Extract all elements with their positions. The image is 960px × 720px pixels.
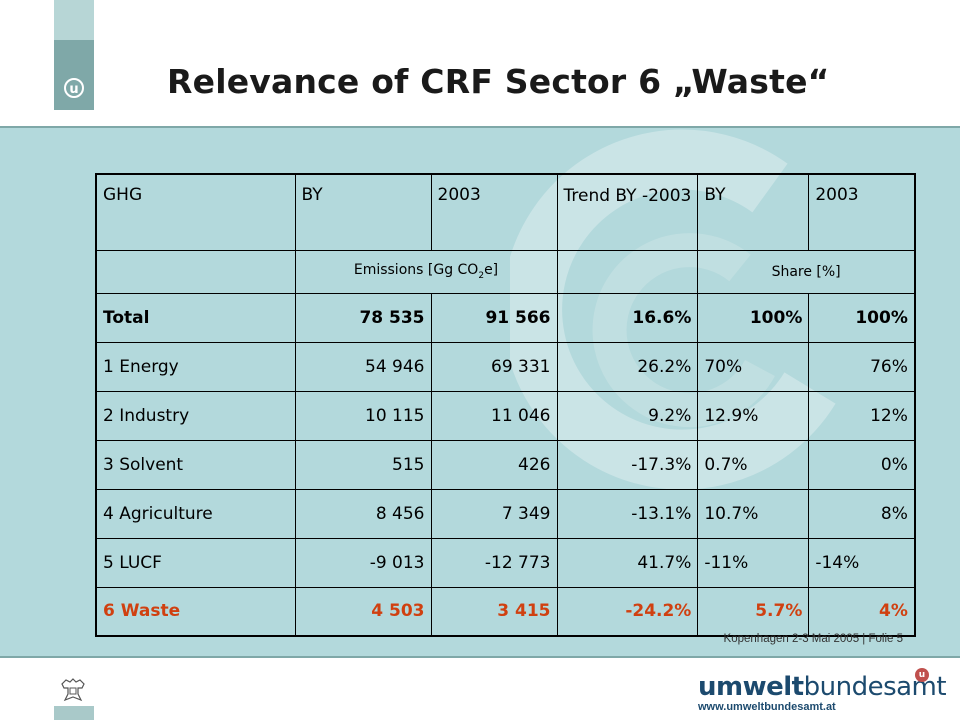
austrian-eagle-icon: [61, 678, 85, 702]
row-label: 6 Waste: [95, 586, 296, 637]
col-header-by: BY: [294, 173, 432, 251]
cell-share-2003: -14%: [808, 537, 916, 588]
header-stripe-dark: [54, 40, 94, 110]
cell-share-by: 5.7%: [697, 586, 810, 637]
col-header-trend: Trend BY -2003: [556, 173, 699, 251]
table-row: 5 LUCF -9 013 -12 773 41.7% -11% -14%: [95, 537, 916, 588]
cell-trend: -24.2%: [556, 586, 699, 637]
cell-share-by: 10.7%: [697, 488, 810, 539]
table-row: Total 78 535 91 566 16.6% 100% 100%: [95, 292, 916, 343]
cell-share-2003: 0%: [808, 439, 916, 490]
cell-share-by: 70%: [697, 341, 810, 392]
u-logo-icon: u: [64, 78, 84, 98]
footer-stripe: [54, 706, 94, 720]
row-label: 3 Solvent: [95, 439, 296, 490]
table-row: 1 Energy 54 946 69 331 26.2% 70% 76%: [95, 341, 916, 392]
cell-trend: 16.6%: [556, 292, 699, 343]
brand-u-icon: u: [915, 668, 929, 682]
cell-by: 10 115: [294, 390, 432, 441]
page-title: Relevance of CRF Sector 6 „Waste“: [167, 62, 830, 101]
cell-share-2003: 100%: [808, 292, 916, 343]
cell-trend: 9.2%: [556, 390, 699, 441]
cell-2003: 11 046: [430, 390, 558, 441]
brand-wordmark: umweltbundesamt: [698, 672, 947, 702]
col-header-share-by: BY: [697, 173, 810, 251]
cell-2003: 69 331: [430, 341, 558, 392]
cell-share-by: 12.9%: [697, 390, 810, 441]
col-header-2003: 2003: [430, 173, 558, 251]
cell-share-by: -11%: [697, 537, 810, 588]
cell-by: 4 503: [294, 586, 432, 637]
row-label: 1 Energy: [95, 341, 296, 392]
row-label: 2 Industry: [95, 390, 296, 441]
units-blank: [95, 249, 296, 294]
cell-trend: -13.1%: [556, 488, 699, 539]
row-label: Total: [95, 292, 296, 343]
cell-share-by: 100%: [697, 292, 810, 343]
cell-trend: 41.7%: [556, 537, 699, 588]
cell-share-2003: 4%: [808, 586, 916, 637]
cell-by: 78 535: [294, 292, 432, 343]
footer-divider: [0, 656, 960, 658]
table-row-highlight: 6 Waste 4 503 3 415 -24.2% 5.7% 4%: [95, 586, 916, 637]
cell-by: 54 946: [294, 341, 432, 392]
cell-share-2003: 12%: [808, 390, 916, 441]
units-share: Share [%]: [697, 249, 916, 294]
cell-share-2003: 8%: [808, 488, 916, 539]
units-emissions: Emissions [Gg CO2e]: [294, 249, 558, 294]
brand-bold: umwelt: [698, 672, 804, 702]
brand-url[interactable]: www.umweltbundesamt.at: [698, 701, 836, 713]
table-header-row: GHG BY 2003 Trend BY -2003 BY 2003: [95, 173, 916, 251]
cell-2003: 3 415: [430, 586, 558, 637]
cell-by: -9 013: [294, 537, 432, 588]
cell-2003: -12 773: [430, 537, 558, 588]
cell-trend: 26.2%: [556, 341, 699, 392]
cell-by: 8 456: [294, 488, 432, 539]
col-header-ghg: GHG: [95, 173, 296, 251]
slide-footer-note: Kopenhagen 2-3 Mai 2005 | Folie 5: [723, 633, 903, 645]
ghg-table: GHG BY 2003 Trend BY -2003 BY 2003 Emiss…: [95, 173, 916, 637]
cell-by: 515: [294, 439, 432, 490]
header-stripe-light: [54, 0, 94, 40]
cell-share-2003: 76%: [808, 341, 916, 392]
cell-2003: 7 349: [430, 488, 558, 539]
units-blank: [556, 249, 699, 294]
units-row: Emissions [Gg CO2e] Share [%]: [95, 249, 916, 294]
title-divider: [0, 126, 960, 128]
table-row: 4 Agriculture 8 456 7 349 -13.1% 10.7% 8…: [95, 488, 916, 539]
cell-2003: 91 566: [430, 292, 558, 343]
row-label: 4 Agriculture: [95, 488, 296, 539]
cell-2003: 426: [430, 439, 558, 490]
table-row: 3 Solvent 515 426 -17.3% 0.7% 0%: [95, 439, 916, 490]
table-row: 2 Industry 10 115 11 046 9.2% 12.9% 12%: [95, 390, 916, 441]
col-header-share-2003: 2003: [808, 173, 916, 251]
row-label: 5 LUCF: [95, 537, 296, 588]
cell-share-by: 0.7%: [697, 439, 810, 490]
cell-trend: -17.3%: [556, 439, 699, 490]
